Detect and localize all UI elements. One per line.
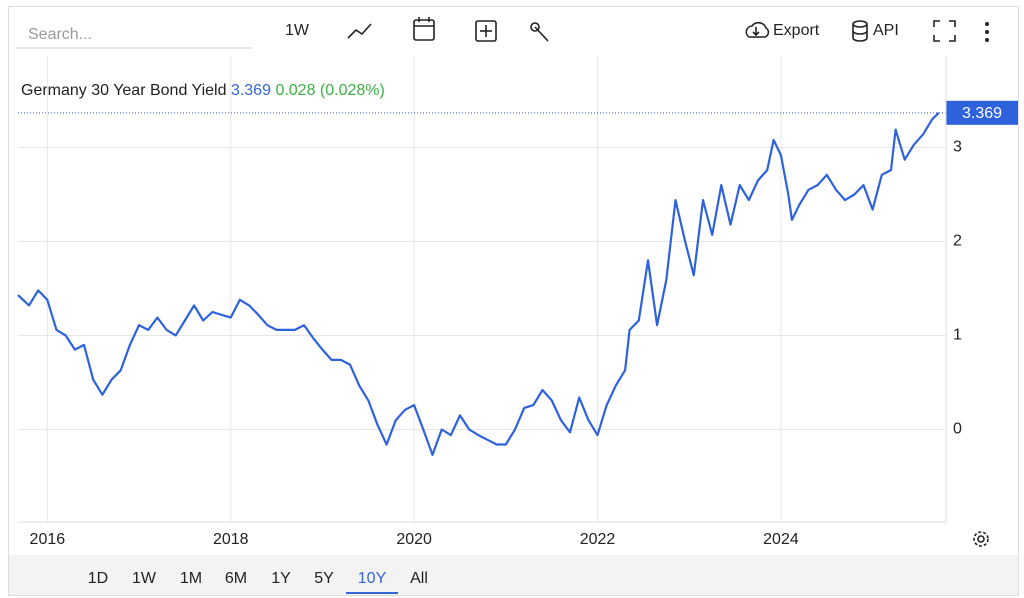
change: 0.028 (0.028%) bbox=[275, 82, 384, 99]
series-line bbox=[17, 112, 940, 456]
range-button[interactable]: All bbox=[410, 570, 428, 587]
range-buttons: 1D 1W 1M 6M 1Y 5Y 10Y All bbox=[88, 570, 428, 594]
last-value: 3.369 bbox=[231, 82, 271, 99]
y-tick-label: 3 bbox=[953, 139, 962, 156]
range-bar bbox=[9, 555, 1018, 595]
api-button[interactable]: API bbox=[852, 20, 899, 42]
y-tick-label: 0 bbox=[953, 421, 962, 438]
widget-frame bbox=[8, 6, 1019, 596]
y-tick-label: 1 bbox=[953, 327, 962, 344]
menu-icon[interactable] bbox=[985, 22, 989, 42]
x-tick-label: 2022 bbox=[580, 531, 616, 548]
active-underline bbox=[346, 592, 398, 594]
chart-title: Germany 30 Year Bond Yield 3.369 0.028 (… bbox=[21, 82, 385, 99]
x-tick-label: 2020 bbox=[396, 531, 432, 548]
x-tick-label: 2024 bbox=[763, 531, 799, 548]
fullscreen-icon[interactable] bbox=[933, 20, 956, 42]
range-button[interactable]: 6M bbox=[225, 570, 247, 587]
range-button[interactable]: 1D bbox=[88, 570, 108, 587]
api-label[interactable]: API bbox=[873, 22, 899, 39]
range-button[interactable]: 1M bbox=[180, 570, 202, 587]
range-button[interactable]: 5Y bbox=[314, 570, 334, 587]
last-value-box bbox=[946, 100, 1018, 125]
last-value-label: 3.369 bbox=[962, 105, 1002, 122]
y-tick-label: 2 bbox=[953, 233, 962, 250]
export-label[interactable]: Export bbox=[773, 22, 820, 39]
x-tick-label: 2016 bbox=[30, 531, 66, 548]
compare-icon[interactable] bbox=[475, 20, 497, 42]
title: Germany 30 Year Bond Yield bbox=[21, 82, 226, 99]
range-button[interactable]: 10Y bbox=[358, 570, 387, 587]
export-button[interactable]: Export bbox=[745, 21, 820, 39]
settings-tool-icon[interactable] bbox=[530, 22, 549, 42]
calendar-icon[interactable] bbox=[413, 17, 435, 41]
search-input[interactable]: Search... bbox=[28, 26, 92, 43]
interval-button[interactable]: 1W bbox=[285, 22, 310, 39]
range-button[interactable]: 1Y bbox=[271, 570, 291, 587]
range-button[interactable]: 1W bbox=[132, 570, 157, 587]
gear-icon[interactable] bbox=[973, 531, 989, 547]
chart-type-icon[interactable] bbox=[347, 23, 372, 39]
x-tick-label: 2018 bbox=[213, 531, 249, 548]
